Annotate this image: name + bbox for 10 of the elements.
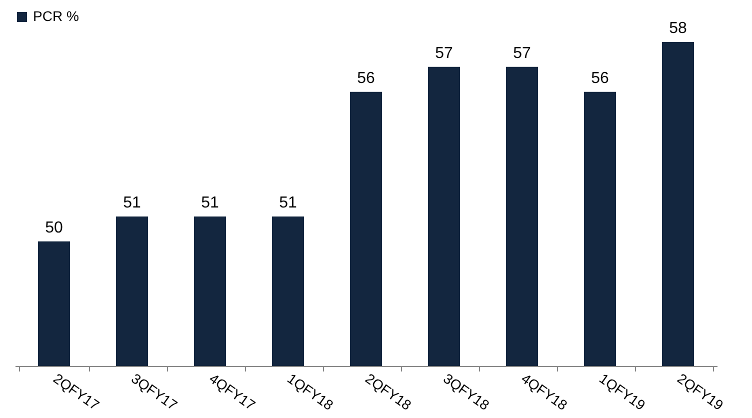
legend-label: PCR % xyxy=(33,8,79,24)
data-label: 51 xyxy=(201,194,219,212)
data-label: 56 xyxy=(591,70,609,87)
data-label: 51 xyxy=(279,194,297,212)
data-label: 58 xyxy=(669,20,687,37)
data-label: 57 xyxy=(435,44,453,62)
data-label: 50 xyxy=(45,219,63,236)
data-label: 51 xyxy=(123,194,141,212)
data-label: 56 xyxy=(357,70,375,87)
data-label: 57 xyxy=(513,44,531,62)
